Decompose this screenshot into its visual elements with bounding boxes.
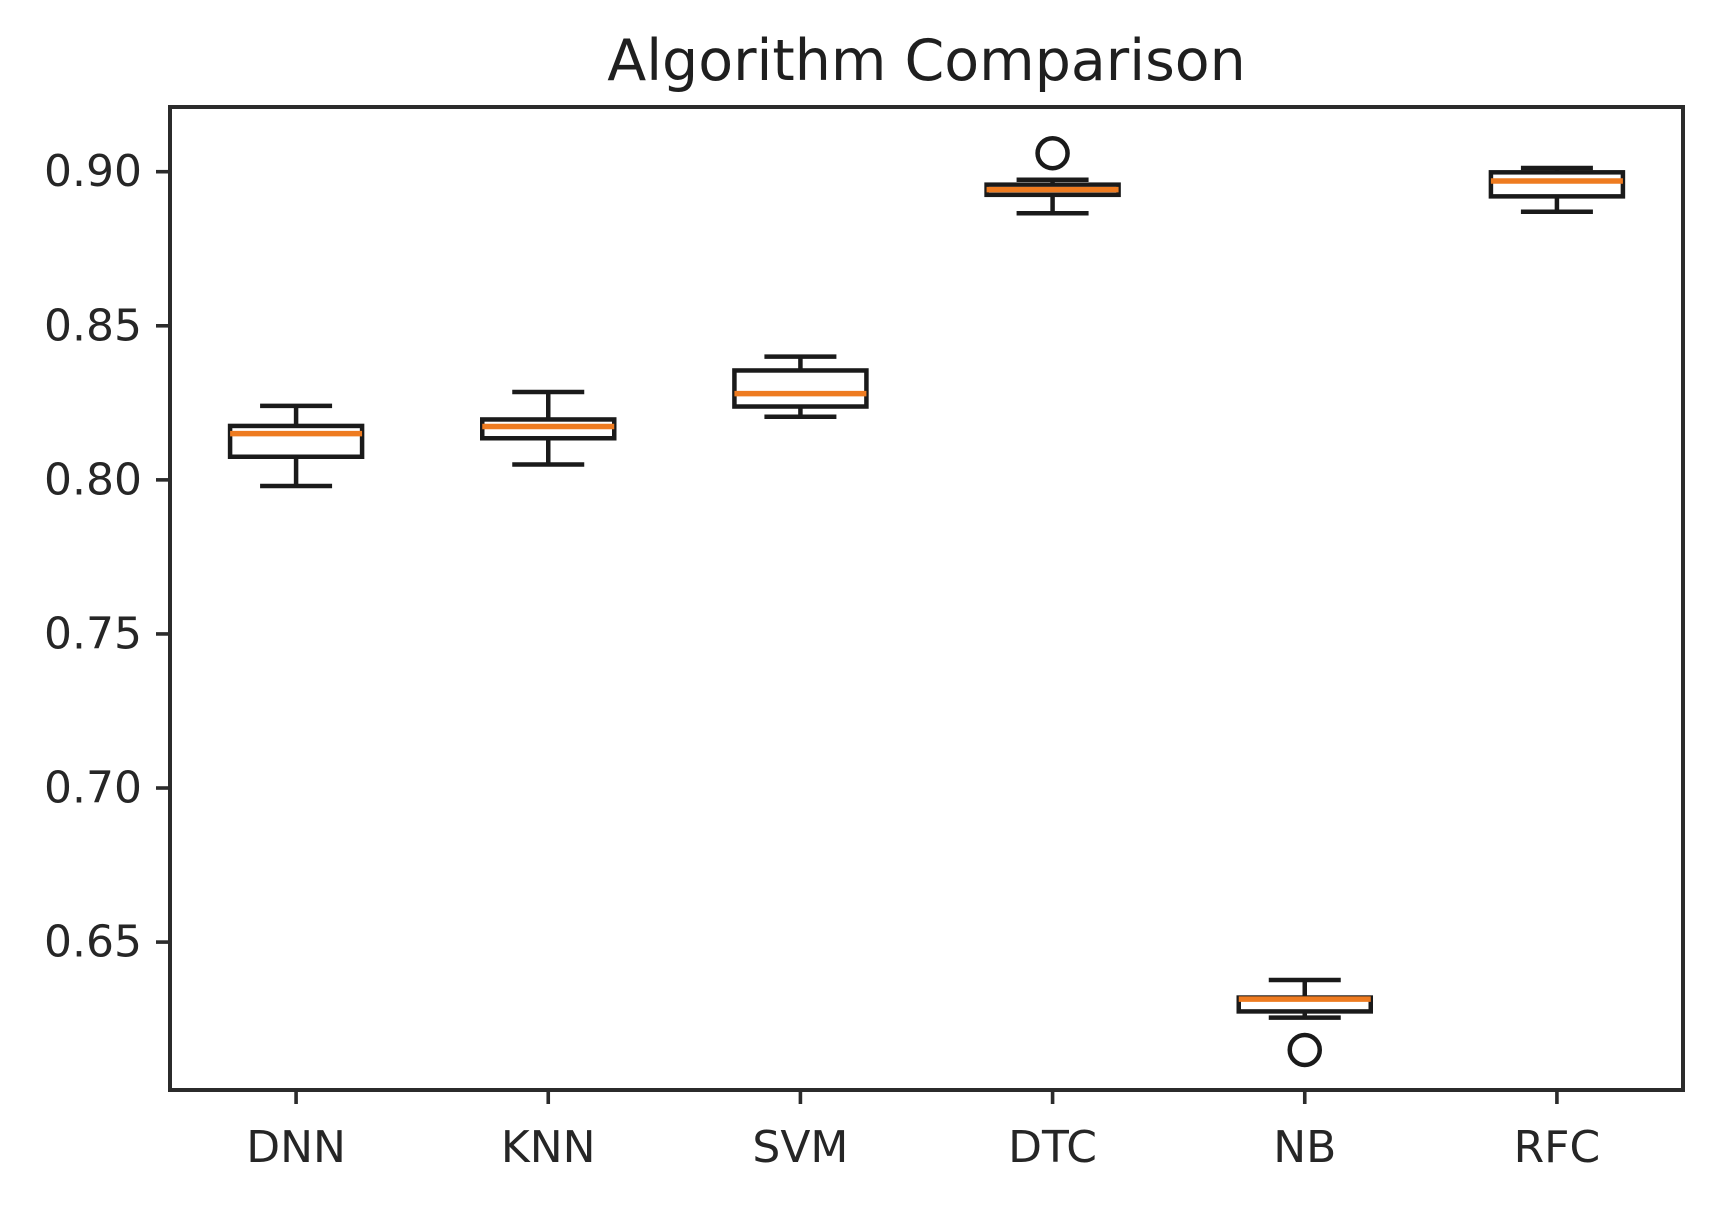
- outlier-marker: [1287, 1032, 1322, 1068]
- plot-area: [168, 105, 1685, 1092]
- box-rect: [227, 423, 365, 460]
- x-tick-label-DNN: DNN: [246, 1122, 346, 1173]
- outlier-marker: [1035, 135, 1070, 171]
- box-group-SVM: [732, 354, 869, 419]
- y-tick-label: 0.75: [44, 608, 142, 659]
- x-tick-label-DTC: DTC: [1008, 1122, 1097, 1173]
- x-tick-label-KNN: KNN: [501, 1122, 596, 1173]
- box-rect: [732, 368, 869, 409]
- box-rect: [1488, 170, 1626, 199]
- y-tick-label: 0.80: [44, 454, 142, 505]
- x-tick-label-RFC: RFC: [1514, 1122, 1601, 1173]
- x-tick-label-SVM: SVM: [752, 1122, 848, 1173]
- box-group-RFC: [1488, 165, 1626, 215]
- chart-title: Algorithm Comparison: [607, 28, 1246, 94]
- y-tick-label: 0.70: [44, 763, 142, 814]
- y-tick-label: 0.85: [44, 300, 142, 351]
- box-group-DNN: [227, 403, 365, 489]
- box-group-DTC: [984, 135, 1121, 216]
- y-tick-label: 0.65: [44, 917, 142, 968]
- box-group-NB: [1236, 977, 1373, 1068]
- y-tick-label: 0.90: [44, 146, 142, 197]
- box-group-KNN: [480, 389, 617, 467]
- x-tick-label-NB: NB: [1273, 1122, 1336, 1173]
